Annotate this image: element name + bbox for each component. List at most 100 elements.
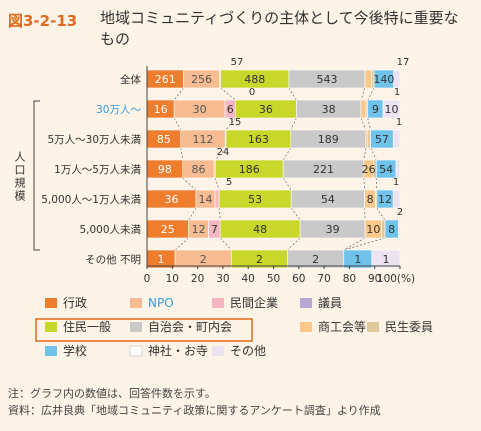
value-label: 53 — [248, 193, 262, 206]
bars-layer — [146, 69, 401, 269]
legend-swatch — [367, 322, 379, 332]
legend-label: 住民一般 — [63, 319, 111, 334]
connector-line — [370, 147, 377, 161]
category-label: 5,000人未満 — [79, 224, 141, 236]
legend-label: 自治会・町内会 — [148, 320, 232, 334]
category-label: 全体 — [120, 73, 141, 86]
value-label: 85 — [157, 133, 171, 146]
value-label: 6 — [227, 103, 234, 116]
category-label: 5,000人～1万人未満 — [41, 194, 141, 206]
connector-line — [225, 117, 236, 131]
value-label: 12 — [378, 193, 392, 206]
bar-segment — [392, 189, 401, 209]
connector-line — [173, 117, 182, 131]
legend-highlight-box — [35, 318, 253, 342]
legend-swatch — [45, 322, 57, 332]
connector-line — [282, 147, 292, 161]
value-label: 57 — [375, 133, 389, 146]
connector-line — [219, 237, 232, 251]
x-tick-label: 0 — [144, 273, 151, 285]
value-label: 9 — [372, 103, 379, 116]
value-label: 8 — [367, 193, 374, 206]
value-label: 221 — [313, 163, 334, 176]
connector-line — [343, 237, 386, 251]
figure-label: 図3-2-13 — [8, 12, 78, 30]
value-label: 14 — [198, 193, 212, 206]
connector-line — [367, 87, 375, 101]
x-tick-label: 10 — [166, 273, 179, 285]
value-label: 98 — [158, 163, 172, 176]
connector-line — [290, 117, 297, 131]
x-tick-label: 50 — [267, 273, 280, 285]
connector-line — [360, 117, 367, 131]
category-label: 5万人～30万人未満 — [47, 134, 141, 146]
connector-lines — [173, 87, 386, 251]
legend-swatch — [130, 298, 142, 308]
value-label: 1 — [382, 253, 389, 266]
value-label: 38 — [322, 103, 336, 116]
legend-label: 行政 — [63, 296, 87, 310]
connector-line — [360, 87, 366, 101]
connector-line — [182, 177, 197, 191]
value-label: 16 — [154, 103, 168, 116]
connector-line — [174, 237, 189, 251]
bar-segment — [214, 189, 220, 209]
legend-label: 商工会等 — [318, 319, 366, 334]
value-label: 2 — [256, 253, 263, 266]
connector-line — [220, 87, 236, 101]
value-label: 10 — [366, 223, 380, 236]
value-label: 12 — [192, 223, 206, 236]
x-tick-label: 30 — [216, 273, 229, 285]
group-label-char: 模 — [15, 190, 26, 203]
value-label: 7 — [211, 223, 218, 236]
group-label-char: 規 — [15, 176, 26, 190]
outside-value-label: 2 — [397, 207, 403, 218]
connector-line — [218, 207, 221, 221]
value-label: 163 — [248, 133, 269, 146]
legend-label: NPO — [148, 296, 174, 310]
value-label: 39 — [326, 223, 340, 236]
value-label: 54 — [321, 193, 335, 206]
value-label: 2 — [200, 253, 207, 266]
category-label: その他 不明 — [85, 253, 141, 266]
value-label: 112 — [193, 133, 214, 146]
connector-line — [367, 117, 371, 131]
outside-value-label: 17 — [397, 57, 410, 68]
group-label-char: 口 — [15, 164, 26, 177]
outside-value-label: 1 — [394, 87, 400, 98]
legend-swatch — [130, 322, 142, 332]
value-label: 36 — [259, 103, 273, 116]
value-label: 189 — [318, 133, 339, 146]
x-tick-label: 90 — [368, 273, 381, 285]
connector-line — [173, 87, 184, 101]
connector-line — [363, 147, 367, 161]
value-label: 261 — [155, 73, 176, 86]
legend-label: 学校 — [63, 343, 87, 358]
x-tick-label: 20 — [191, 273, 204, 285]
connector-line — [180, 147, 184, 161]
connector-line — [363, 177, 365, 191]
x-tick-label: 70 — [317, 273, 330, 285]
connector-line — [282, 177, 292, 191]
outside-value-label: 5 — [226, 177, 232, 188]
bar-segment — [395, 159, 401, 179]
legend-label: 民間企業 — [230, 295, 278, 310]
legend-swatch — [300, 298, 312, 308]
value-label: 48 — [253, 223, 267, 236]
bar-segment — [360, 99, 367, 119]
value-label: 10 — [385, 103, 399, 116]
legend-swatch — [45, 298, 57, 308]
bar-segment — [393, 69, 401, 89]
value-label: 1 — [354, 253, 361, 266]
legend-swatch — [129, 345, 143, 357]
x-tick-label: 100(%) — [377, 273, 415, 285]
legend-label: その他 — [230, 344, 266, 358]
outside-value-label: 24 — [217, 147, 230, 158]
value-label: 256 — [191, 73, 212, 86]
connector-line — [290, 207, 301, 221]
connector-line — [343, 237, 366, 251]
connector-line — [214, 177, 220, 191]
